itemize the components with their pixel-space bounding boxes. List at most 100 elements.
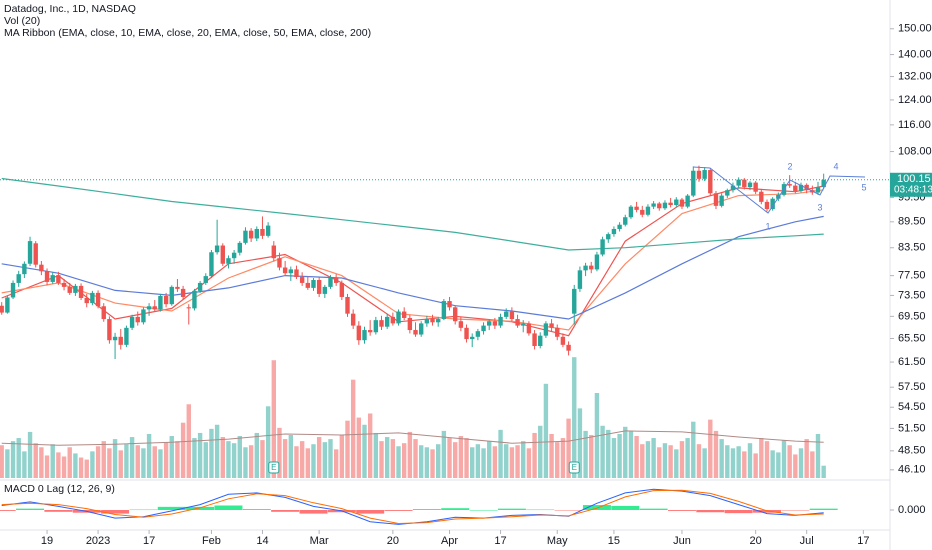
candle-body bbox=[16, 274, 21, 283]
candle-body bbox=[90, 292, 95, 304]
candle-body bbox=[634, 206, 639, 210]
volume-bar bbox=[538, 425, 543, 478]
candle-body bbox=[220, 245, 225, 264]
candle-body bbox=[248, 230, 254, 239]
candle-body bbox=[702, 170, 707, 179]
y-tick-label: 77.50 bbox=[898, 270, 926, 282]
candle-body bbox=[606, 234, 611, 240]
candle-body bbox=[498, 316, 503, 326]
candle-body bbox=[617, 224, 622, 229]
candle-body bbox=[470, 336, 475, 340]
volume-bar bbox=[350, 379, 356, 478]
earnings-marker bbox=[568, 461, 580, 474]
candle-body bbox=[44, 271, 50, 282]
candle-body bbox=[305, 282, 311, 288]
macd-histogram-bar bbox=[809, 508, 838, 510]
volume-bar bbox=[657, 447, 662, 478]
volume-bar bbox=[135, 445, 140, 478]
candle-body bbox=[214, 245, 220, 253]
candle-body bbox=[10, 282, 16, 298]
x-tick-label: Apr bbox=[441, 535, 458, 547]
y-tick-label: 69.50 bbox=[898, 310, 926, 322]
candle-body bbox=[27, 241, 33, 264]
volume-bar bbox=[260, 440, 265, 478]
volume-bar bbox=[713, 430, 719, 478]
candle-body bbox=[311, 279, 316, 288]
candle-body bbox=[725, 190, 730, 196]
volume-bar bbox=[5, 449, 10, 478]
candle-body bbox=[356, 325, 362, 341]
volume-bar bbox=[804, 439, 809, 478]
candle-body bbox=[367, 330, 373, 333]
volume-bar bbox=[22, 451, 27, 478]
candle-body bbox=[299, 277, 305, 283]
wave-label: 2 bbox=[787, 161, 792, 171]
macd-histogram-bar bbox=[469, 510, 498, 511]
volume-bar bbox=[67, 447, 72, 478]
volume-bar bbox=[583, 430, 588, 478]
volume-bar bbox=[180, 422, 186, 478]
candle-body bbox=[141, 309, 146, 323]
candle-body bbox=[401, 311, 407, 318]
volume-bar bbox=[146, 433, 152, 478]
macd-histogram-bar bbox=[0, 510, 16, 511]
volume-bar bbox=[572, 357, 577, 478]
volume-bar bbox=[623, 426, 628, 478]
macd-histogram-bar bbox=[526, 509, 555, 511]
volume-bar bbox=[679, 441, 685, 478]
candle-body bbox=[560, 336, 566, 345]
candle-body bbox=[209, 252, 214, 277]
candle-body bbox=[243, 230, 248, 243]
candle-body bbox=[163, 295, 169, 305]
volume-bar bbox=[141, 448, 146, 478]
candle-body bbox=[180, 288, 186, 297]
macd-label: MACD 0 Lag (12, 26, 9) bbox=[4, 483, 115, 495]
candle-body bbox=[509, 311, 515, 320]
volume-bar bbox=[248, 445, 254, 478]
volume-bar bbox=[560, 438, 566, 478]
macd-histogram-bar bbox=[696, 510, 725, 513]
volume-bar bbox=[0, 445, 4, 478]
volume-bar bbox=[175, 441, 180, 478]
y-tick-label: 57.50 bbox=[898, 381, 926, 393]
candle-body bbox=[481, 325, 486, 332]
candle-body bbox=[572, 288, 577, 314]
volume-bar bbox=[736, 446, 741, 478]
volume-bar bbox=[78, 457, 84, 478]
volume-bar bbox=[27, 431, 33, 478]
candle-body bbox=[186, 307, 191, 309]
volume-bar bbox=[362, 424, 367, 478]
volume-bar bbox=[299, 441, 305, 478]
volume-bar bbox=[730, 448, 736, 478]
volume-bar bbox=[356, 417, 362, 478]
ma-label: MA Ribbon (EMA, close, 10, EMA, close, 2… bbox=[4, 27, 371, 39]
macd-histogram-bar bbox=[186, 506, 215, 510]
macd-histogram-bar bbox=[781, 510, 810, 511]
candle-body bbox=[696, 170, 702, 179]
volume-bar bbox=[577, 408, 583, 478]
candle-body bbox=[271, 245, 277, 259]
macd-histogram-bar bbox=[554, 510, 583, 511]
volume-bar bbox=[305, 448, 311, 478]
volume-bar bbox=[798, 448, 804, 478]
y-tick-label: 54.50 bbox=[898, 401, 926, 413]
candle-body bbox=[67, 286, 72, 293]
volume-bar bbox=[129, 437, 135, 478]
candle-body bbox=[61, 282, 67, 287]
volume-bar bbox=[413, 439, 418, 478]
volume-bar bbox=[691, 421, 696, 478]
candle-body bbox=[532, 333, 537, 346]
volume-bar bbox=[237, 436, 242, 478]
volume-bar bbox=[487, 441, 492, 478]
candle-body bbox=[129, 316, 135, 328]
volume-bar bbox=[764, 441, 770, 478]
volume-bar bbox=[277, 427, 282, 478]
volume-bar bbox=[118, 450, 123, 478]
macd-histogram-bar bbox=[639, 508, 668, 510]
candle-body bbox=[379, 320, 384, 327]
volume-bar bbox=[674, 449, 679, 478]
y-tick-label: 140.00 bbox=[898, 48, 932, 60]
volume-bar bbox=[566, 418, 571, 478]
macd-histogram-bar bbox=[214, 505, 243, 510]
